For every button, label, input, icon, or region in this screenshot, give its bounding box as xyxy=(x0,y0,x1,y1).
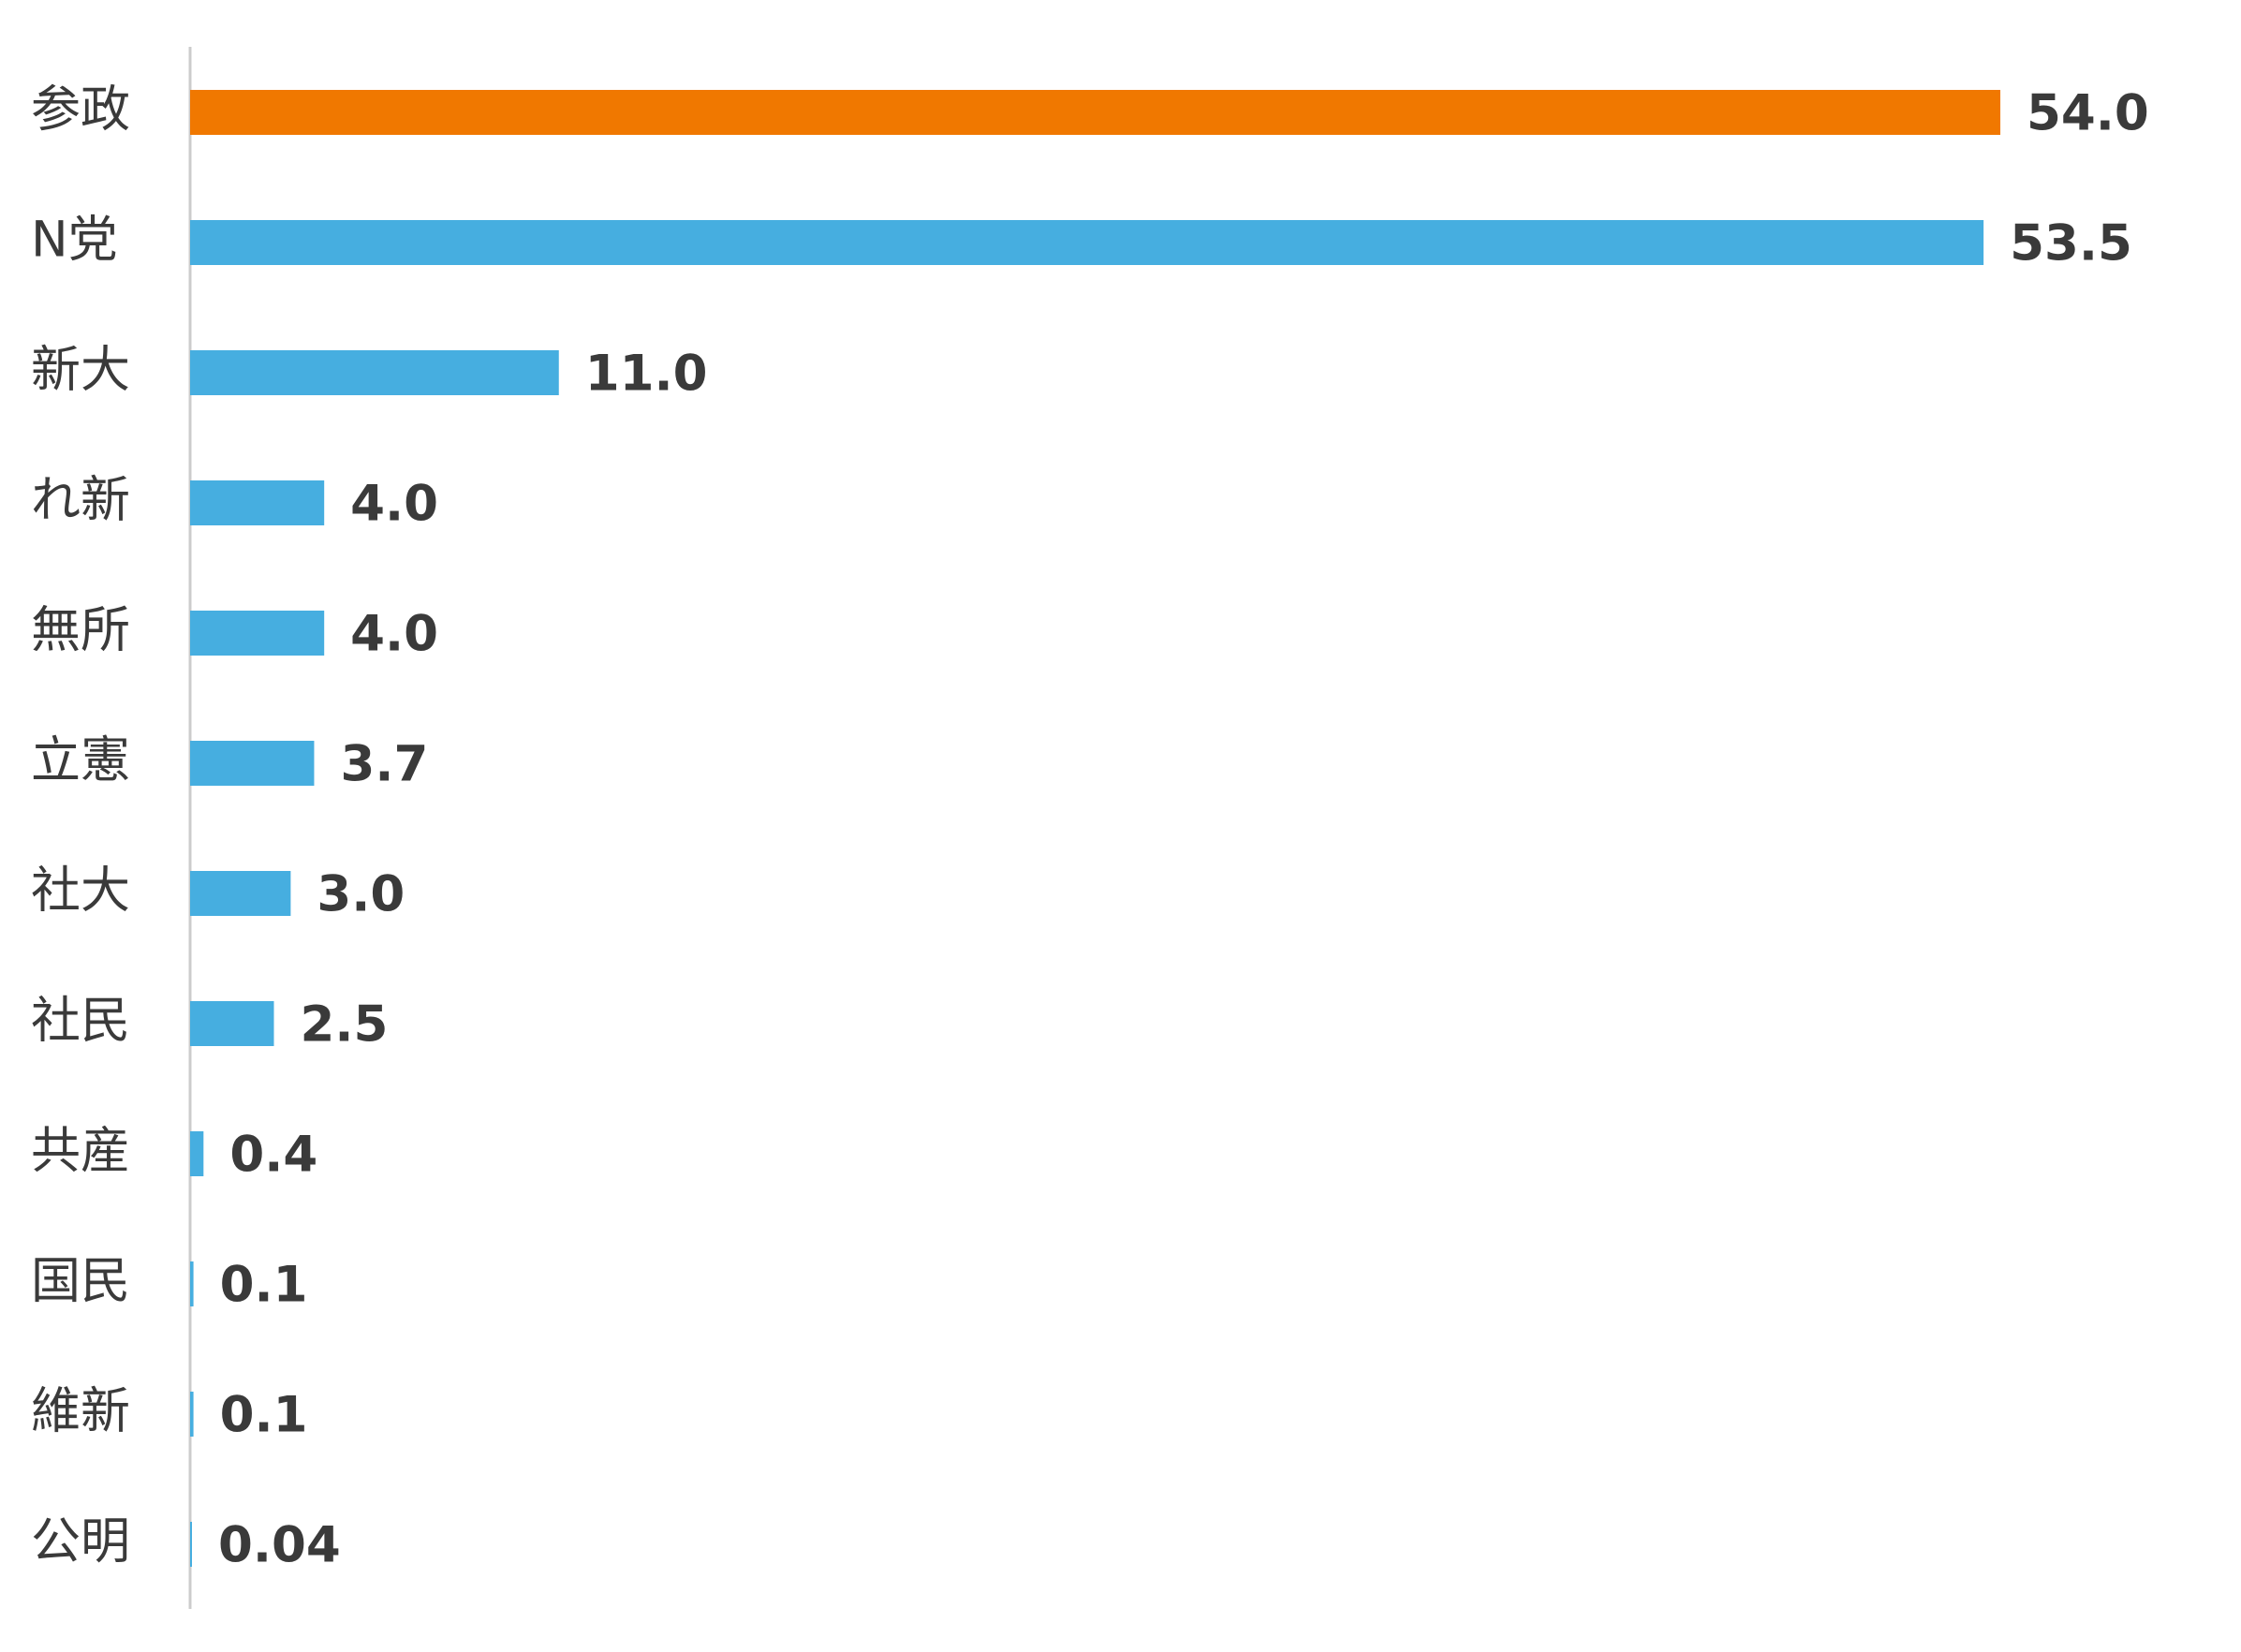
category-label-11: 公明 xyxy=(31,1513,130,1571)
category-label-4: 無所 xyxy=(31,602,130,659)
category-label-5: 立憲 xyxy=(31,732,130,789)
bar-0 xyxy=(190,90,2000,135)
category-label-1: N党 xyxy=(31,212,118,269)
value-labels: 54.0 53.5 11.0 4.0 4.0 3.7 3.0 2.5 0.4 0.1 0.1 0.04 xyxy=(218,85,2149,1574)
category-label-2: 新大 xyxy=(31,342,130,399)
value-label-1: 53.5 xyxy=(2010,215,2132,273)
value-label-7: 2.5 xyxy=(300,996,388,1054)
category-label-7: 社民 xyxy=(31,993,130,1050)
category-label-3: れ新 xyxy=(31,472,130,529)
bar-3 xyxy=(190,480,325,525)
bars-layer xyxy=(190,90,2000,1567)
bar-10 xyxy=(190,1392,194,1437)
bar-6 xyxy=(190,871,291,916)
category-label-10: 維新 xyxy=(31,1383,130,1440)
value-label-11: 0.04 xyxy=(218,1517,341,1574)
category-label-8: 共産 xyxy=(31,1123,130,1180)
bar-4 xyxy=(190,611,325,656)
bar-8 xyxy=(190,1131,204,1176)
category-label-0: 参政 xyxy=(31,81,130,139)
category-label-9: 国民 xyxy=(31,1253,130,1310)
bar-5 xyxy=(190,741,315,786)
bar-1 xyxy=(190,220,1984,265)
value-label-0: 54.0 xyxy=(2027,85,2149,142)
value-label-4: 4.0 xyxy=(350,606,438,663)
value-label-5: 3.7 xyxy=(340,736,428,793)
bar-2 xyxy=(190,350,559,395)
category-label-6: 社大 xyxy=(31,863,130,920)
value-label-3: 4.0 xyxy=(350,476,438,533)
value-label-10: 0.1 xyxy=(220,1387,308,1444)
bar-11 xyxy=(190,1522,192,1567)
bar-7 xyxy=(190,1001,274,1046)
bar-9 xyxy=(190,1261,194,1306)
value-label-8: 0.4 xyxy=(229,1127,317,1184)
value-label-9: 0.1 xyxy=(220,1257,308,1314)
value-label-6: 3.0 xyxy=(317,866,405,923)
value-label-2: 11.0 xyxy=(585,346,708,403)
